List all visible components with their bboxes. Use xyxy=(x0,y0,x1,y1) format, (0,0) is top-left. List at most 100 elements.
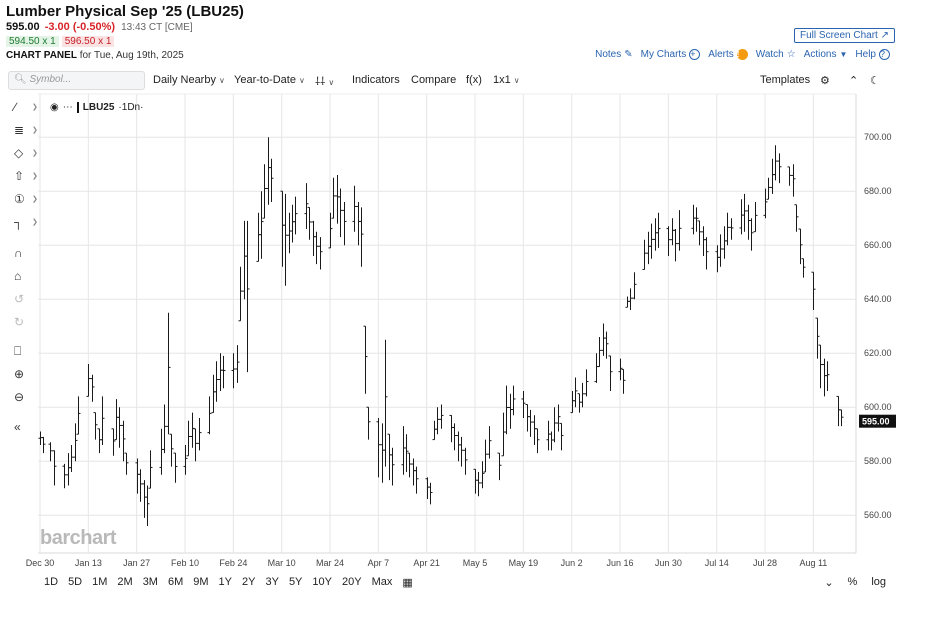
eye-icon[interactable]: ◉ xyxy=(50,102,59,113)
collapse-sidebar-button[interactable]: « xyxy=(8,420,36,438)
x-tick-label: Mar 24 xyxy=(316,558,344,568)
price-bar xyxy=(673,229,678,262)
zoom-out-icon: ⊖ xyxy=(14,390,25,404)
line-tool[interactable]: ∕ ❯ xyxy=(8,100,38,118)
search-placeholder: Symbol... xyxy=(29,74,72,85)
price-bar xyxy=(753,202,758,233)
range-button-1m[interactable]: 1M xyxy=(92,576,108,588)
bar-type-dropdown[interactable]: ⸸⸸ ∨ xyxy=(315,74,334,89)
lock-tool[interactable]: ⌂ xyxy=(8,269,36,287)
period-dropdown[interactable]: Year-to-Date ∨ xyxy=(234,74,305,86)
templates-button[interactable]: Templates xyxy=(760,74,811,86)
magnet-icon: ∩ xyxy=(14,246,23,260)
watch-link[interactable]: Watch ☆ xyxy=(756,49,796,60)
more-icon[interactable]: ⋯ xyxy=(62,102,73,113)
fibonacci-tool[interactable]: ≣ ❯ xyxy=(8,123,38,141)
x-tick-label: May 5 xyxy=(463,558,488,568)
fx-button[interactable]: f(x) xyxy=(466,74,482,86)
symbol-search-input[interactable]: 🔍︎ Symbol... xyxy=(8,71,145,90)
price-bar xyxy=(839,409,844,427)
range-button-2y[interactable]: 2Y xyxy=(242,576,256,588)
price-bar xyxy=(597,337,602,368)
dark-mode-moon-icon[interactable]: ☾ xyxy=(870,75,880,87)
collapse-down-icon[interactable]: ⌄ xyxy=(824,577,834,589)
chevron-right-icon: ❯ xyxy=(32,196,38,203)
range-button-5y[interactable]: 5Y xyxy=(288,576,303,588)
range-button-6m[interactable]: 6M xyxy=(167,576,184,588)
price-bar xyxy=(73,423,78,462)
range-button-20y[interactable]: 20Y xyxy=(341,576,362,588)
price-bar xyxy=(311,220,316,256)
price-bar xyxy=(722,226,727,259)
range-button-1d[interactable]: 1D xyxy=(44,576,59,588)
magnet-tool[interactable]: ∩ xyxy=(8,246,36,264)
aggregation-label: Daily Nearby xyxy=(153,74,216,86)
calendar-icon[interactable]: ▦ xyxy=(402,577,413,589)
notes-link[interactable]: Notes ✎ xyxy=(595,49,633,60)
my-charts-label: My Charts xyxy=(640,49,687,60)
actions-label: Actions xyxy=(803,49,837,60)
delete-button[interactable]: ⎕ xyxy=(8,344,36,362)
measure-tool[interactable]: ┐ ❯ xyxy=(8,215,38,233)
full-screen-chart-button[interactable]: Full Screen Chart ↗ xyxy=(794,28,895,43)
price-bar xyxy=(207,396,212,435)
price-bar xyxy=(314,231,319,265)
help-link[interactable]: Help? xyxy=(855,49,890,60)
arrow-tool[interactable]: ⇧ ❯ xyxy=(8,169,38,187)
price-bar xyxy=(359,207,364,267)
collapse-up-icon[interactable]: ⌃ xyxy=(849,75,859,87)
range-button-3y[interactable]: 3Y xyxy=(265,576,279,588)
zoom-out-button[interactable]: ⊖ xyxy=(8,390,36,408)
price-bar xyxy=(535,428,540,454)
settings-gear-icon[interactable]: ⚙ xyxy=(820,75,830,87)
range-button-3m[interactable]: 3M xyxy=(142,576,158,588)
indicators-button[interactable]: Indicators xyxy=(352,74,400,86)
price-bar xyxy=(328,212,333,249)
price-bar xyxy=(618,358,623,381)
range-button-2m[interactable]: 2M xyxy=(117,576,133,588)
price-bar xyxy=(739,199,744,235)
range-button-9m[interactable]: 9M xyxy=(193,576,209,588)
price-bar xyxy=(584,369,589,397)
price-bar xyxy=(570,391,575,414)
log-toggle[interactable]: log xyxy=(871,576,886,588)
range-button-1y[interactable]: 1Y xyxy=(218,576,232,588)
price-bar xyxy=(508,393,513,429)
price-bar xyxy=(770,158,775,194)
range-button-10y[interactable]: 10Y xyxy=(312,576,332,588)
price-bar xyxy=(173,452,178,483)
price-bar xyxy=(439,404,444,429)
price-bar xyxy=(580,382,585,408)
price-bar xyxy=(794,204,799,232)
range-button-max[interactable]: Max xyxy=(371,576,393,588)
shapes-tool[interactable]: ◇ ❯ xyxy=(8,146,38,164)
alerts-link[interactable]: Alerts! xyxy=(708,49,748,60)
price-bar xyxy=(48,442,53,462)
price-bar xyxy=(497,452,502,481)
zoom-in-button[interactable]: ⊕ xyxy=(8,367,36,385)
edit-icon: ✎ xyxy=(624,49,633,60)
compare-button[interactable]: Compare xyxy=(411,74,457,86)
price-bar xyxy=(483,439,488,473)
my-charts-link[interactable]: My Charts + xyxy=(641,49,701,60)
percent-toggle[interactable]: % xyxy=(847,576,858,588)
undo-button[interactable]: ↺ xyxy=(8,292,36,310)
layout-dropdown[interactable]: 1x1 ∨ xyxy=(493,74,520,86)
panel-date: for Tue, Aug 19th, 2025 xyxy=(79,50,184,61)
price-bar xyxy=(825,361,830,391)
x-tick-label: Apr 7 xyxy=(368,558,390,568)
price-bar xyxy=(729,218,734,240)
x-tick-label: Mar 10 xyxy=(268,558,296,568)
chevron-down-icon: ∨ xyxy=(218,76,225,85)
ask-badge: 596.50 x 1 xyxy=(61,36,115,47)
annotation-tool[interactable]: ① ❯ xyxy=(8,192,38,210)
price-bar xyxy=(90,374,95,402)
range-button-5d[interactable]: 5D xyxy=(68,576,83,588)
aggregation-dropdown[interactable]: Daily Nearby ∨ xyxy=(153,74,225,86)
actions-menu[interactable]: Actions ▼ xyxy=(804,49,848,60)
redo-button[interactable]: ↻ xyxy=(8,315,36,333)
y-tick-label: 640.00 xyxy=(864,294,892,304)
price-bar xyxy=(480,461,485,489)
y-tick-label: 600.00 xyxy=(864,402,892,412)
